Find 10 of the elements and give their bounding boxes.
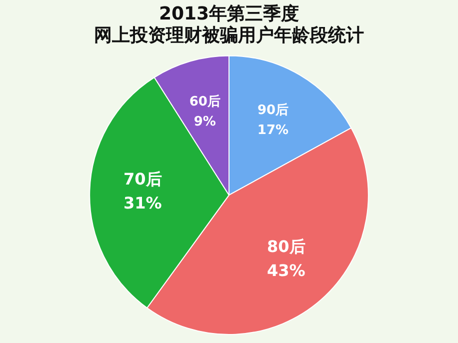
data-label: 9% [194,114,216,130]
chart-title: 2013年第三季度 [158,3,300,24]
slice-label: 90后 [257,102,289,118]
chart-subtitle: 网上投资理财被骗用户年龄段统计 [94,25,364,46]
data-label: 17% [257,123,289,138]
slice-label: 60后 [189,93,220,110]
slice-label: 70后 [123,170,162,189]
slice-label: 80后 [267,237,306,256]
data-label: 43% [267,261,306,280]
data-label: 31% [123,194,162,213]
